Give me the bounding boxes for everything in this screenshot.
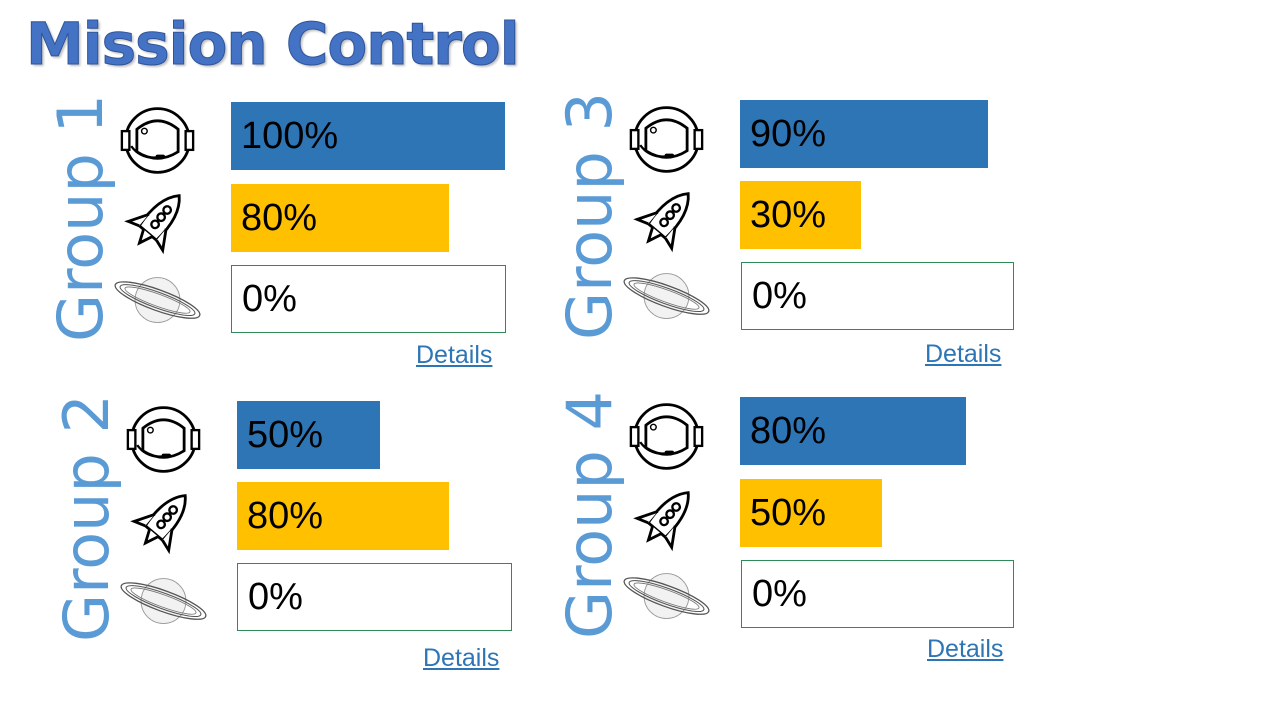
rocket-progress-bar: 50% [740, 479, 882, 547]
group-panel-1: Group 1 100% 80% 0% Details [0, 94, 506, 388]
astronaut-progress-bar: 80% [740, 397, 966, 465]
rocket-icon [110, 184, 205, 259]
page-title: Mission Control [26, 10, 521, 79]
details-link[interactable]: Details [925, 340, 1002, 368]
group-panel-4: Group 4 80% 50% 0% Details [509, 391, 1014, 685]
planet-progress-bar: 0% [237, 563, 512, 631]
rocket-progress-bar: 30% [740, 181, 861, 249]
details-link[interactable]: Details [416, 341, 493, 369]
astronaut-helmet-icon [116, 402, 211, 477]
group-label: Group 2 [50, 394, 124, 642]
astronaut-helmet-icon [619, 102, 714, 177]
rocket-icon [619, 182, 714, 257]
rocket-icon [116, 484, 211, 559]
astronaut-progress-bar: 100% [231, 102, 505, 170]
astronaut-helmet-icon [619, 399, 714, 474]
planet-icon [619, 559, 714, 634]
details-link[interactable]: Details [927, 635, 1004, 663]
astronaut-helmet-icon [110, 103, 205, 178]
details-link[interactable]: Details [423, 644, 500, 672]
planet-icon [619, 259, 714, 334]
rocket-icon [619, 481, 714, 556]
group-panel-3: Group 3 90% 30% 0% Details [509, 92, 1014, 386]
planet-progress-bar: 0% [741, 560, 1014, 628]
group-label: Group 4 [553, 391, 627, 639]
planet-icon [116, 564, 211, 639]
astronaut-progress-bar: 90% [740, 100, 988, 168]
astronaut-progress-bar: 50% [237, 401, 380, 469]
group-label: Group 3 [553, 92, 627, 340]
planet-icon [110, 263, 205, 338]
rocket-progress-bar: 80% [231, 184, 449, 252]
rocket-progress-bar: 80% [237, 482, 449, 550]
planet-progress-bar: 0% [741, 262, 1014, 330]
group-label: Group 1 [44, 94, 118, 342]
planet-progress-bar: 0% [231, 265, 506, 333]
group-panel-2: Group 2 50% 80% 0% Details [6, 394, 512, 688]
